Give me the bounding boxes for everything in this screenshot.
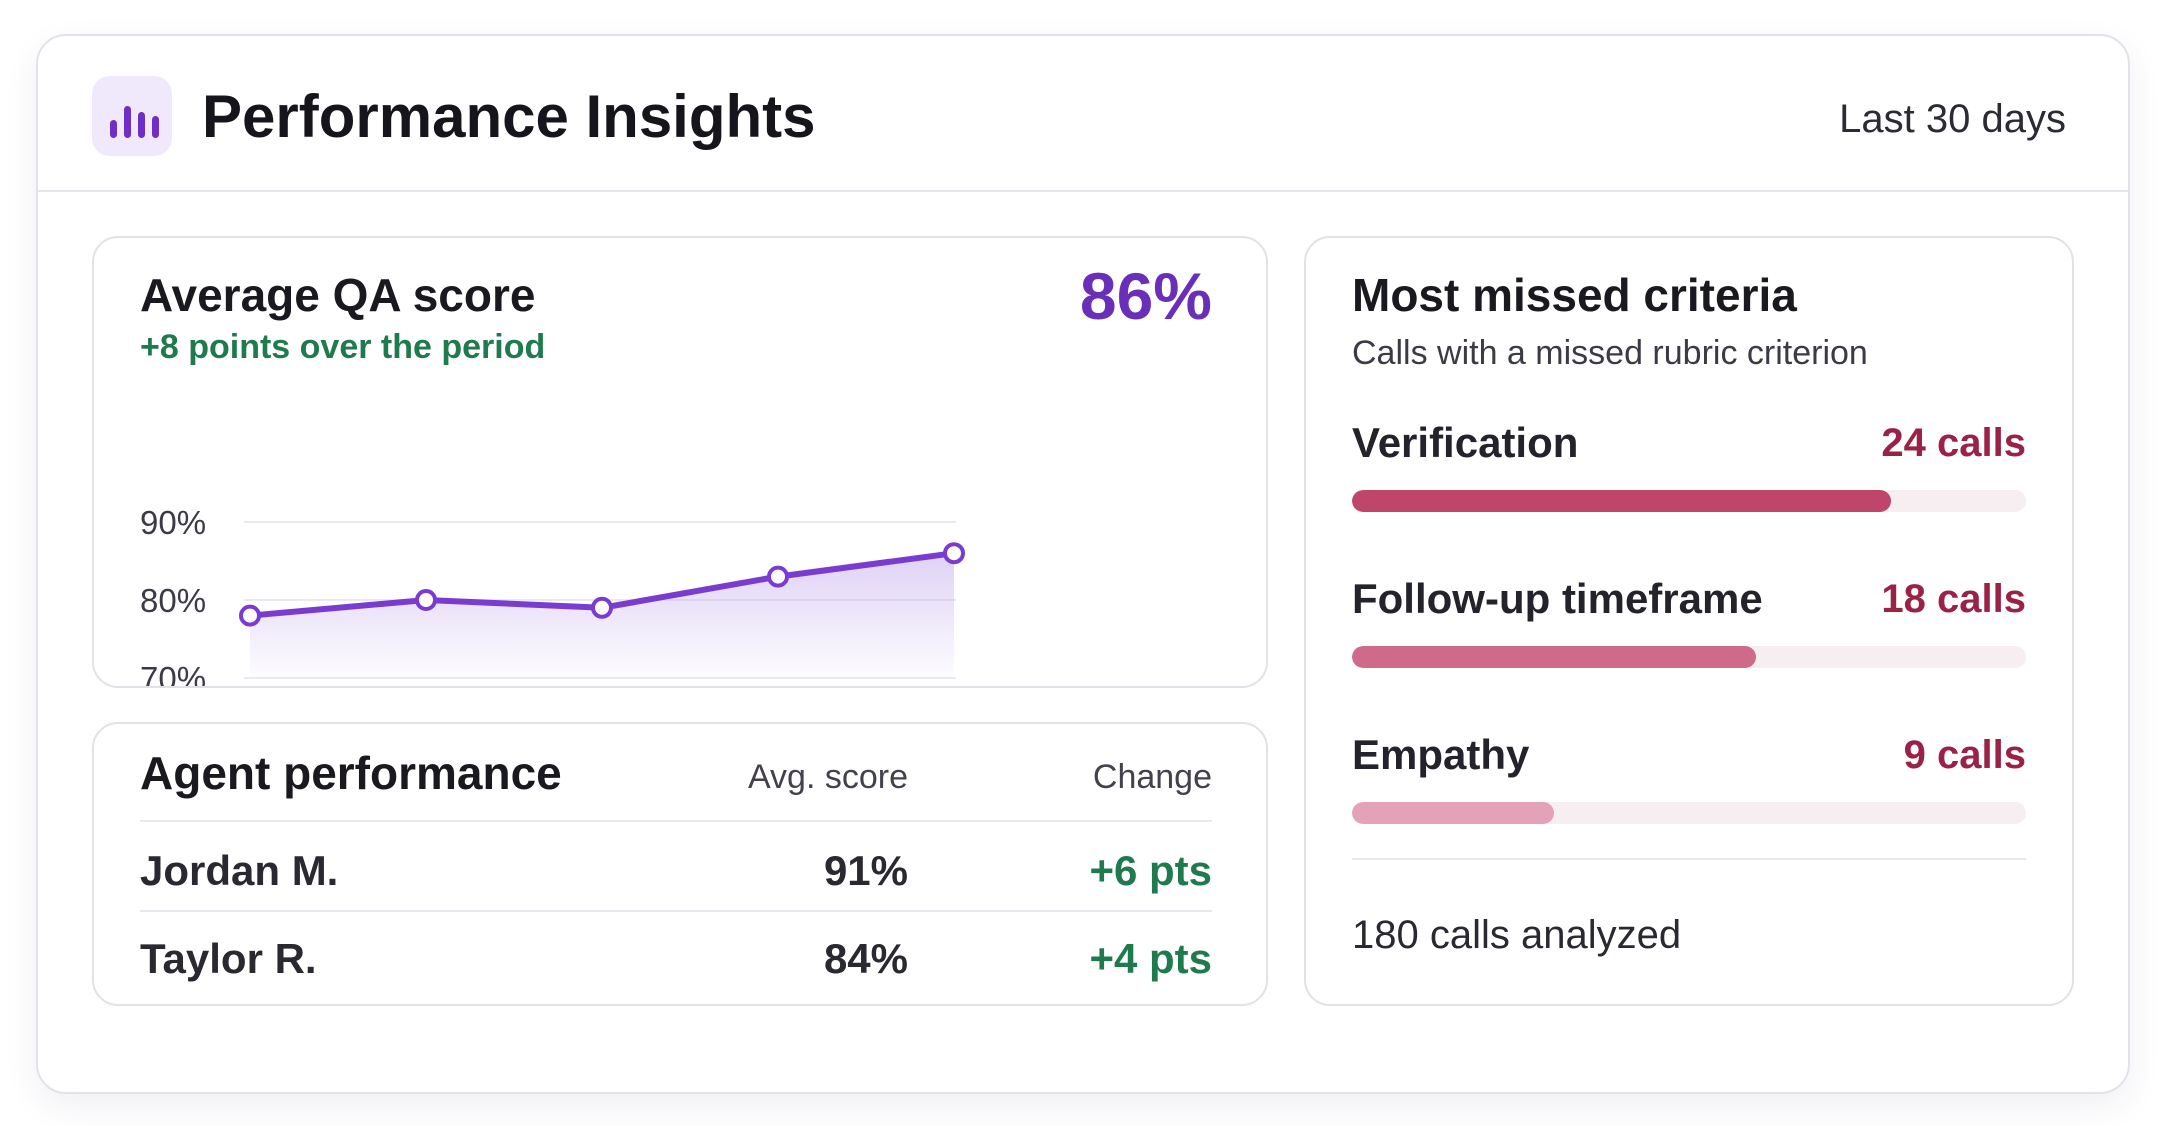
- criterion-empathy[interactable]: Empathy 9 calls: [1352, 730, 2026, 840]
- data-point[interactable]: [415, 589, 437, 611]
- avg-score-column-header: Avg. score: [747, 758, 908, 796]
- criterion-progress-fill: [1352, 490, 1892, 512]
- criterion-progress-track: [1352, 490, 2026, 512]
- criterion-progress-fill: [1352, 802, 1555, 824]
- agent-name: Jordan M.: [140, 847, 339, 894]
- data-point[interactable]: [943, 542, 965, 565]
- criterion-verification[interactable]: Verification 24 calls: [1352, 418, 2026, 528]
- criterion-count: 9 calls: [1903, 733, 2026, 777]
- agent-name: Taylor R.: [140, 935, 317, 982]
- missed-card-subtitle: Calls with a missed rubric criterion: [1352, 334, 1868, 372]
- agent-row[interactable]: Jordan M. 91% +6 pts: [94, 840, 1266, 900]
- performance-insights-panel: Performance Insights Last 30 days Averag…: [36, 34, 2130, 1094]
- criterion-follow-up-timeframe[interactable]: Follow-up timeframe 18 calls: [1352, 574, 2026, 684]
- criterion-count: 24 calls: [1881, 421, 2026, 465]
- data-point[interactable]: [591, 596, 613, 619]
- row-divider: [140, 820, 1212, 822]
- qa-score-delta: +8 points over the period: [140, 328, 546, 366]
- y-tick-label: 80%: [140, 582, 206, 619]
- agent-avg-score: 91%: [823, 847, 908, 894]
- agent-row[interactable]: Taylor R. 84% +4 pts: [94, 928, 1266, 988]
- qa-card-title: Average QA score: [140, 269, 536, 321]
- criterion-progress-track: [1352, 802, 2026, 824]
- bar-chart-icon: [92, 76, 172, 156]
- agent-card-title: Agent performance: [140, 747, 562, 799]
- most-missed-criteria-card: Most missed criteria Calls with a missed…: [1304, 236, 2074, 1006]
- agent-performance-card: Agent performance Avg. score Change Jord…: [92, 722, 1268, 1006]
- criterion-progress-fill: [1352, 646, 1757, 668]
- criterion-label: Verification: [1352, 419, 1579, 466]
- data-point[interactable]: [239, 604, 261, 627]
- qa-score-line-chart: 90%80%70% Aug 16Aug 23Aug 30Sep 6Sep 13: [140, 504, 965, 686]
- y-tick-label: 70%: [140, 660, 206, 686]
- criterion-label: Follow-up timeframe: [1352, 575, 1763, 622]
- criterion-label: Empathy: [1352, 731, 1530, 778]
- calls-analyzed-total: 180 calls analyzed: [1352, 913, 1682, 957]
- qa-score-value: 86%: [1079, 259, 1212, 333]
- y-tick-label: 90%: [140, 504, 206, 541]
- missed-card-title: Most missed criteria: [1352, 269, 1797, 321]
- criterion-progress-track: [1352, 646, 2026, 668]
- data-point[interactable]: [767, 565, 789, 588]
- agent-score-change: +6 pts: [1089, 847, 1212, 894]
- criterion-count: 18 calls: [1881, 577, 2026, 621]
- row-divider: [140, 910, 1212, 912]
- change-column-header: Change: [1092, 758, 1212, 796]
- average-qa-score-card: Average QA score +8 points over the peri…: [92, 236, 1268, 688]
- agent-avg-score: 84%: [823, 935, 908, 982]
- agent-score-change: +4 pts: [1089, 935, 1212, 982]
- page-title: Performance Insights: [202, 83, 816, 150]
- panel-header: Performance Insights Last 30 days: [38, 36, 2128, 192]
- missed-divider: [1352, 858, 2026, 860]
- period-selector[interactable]: Last 30 days: [1839, 97, 2066, 141]
